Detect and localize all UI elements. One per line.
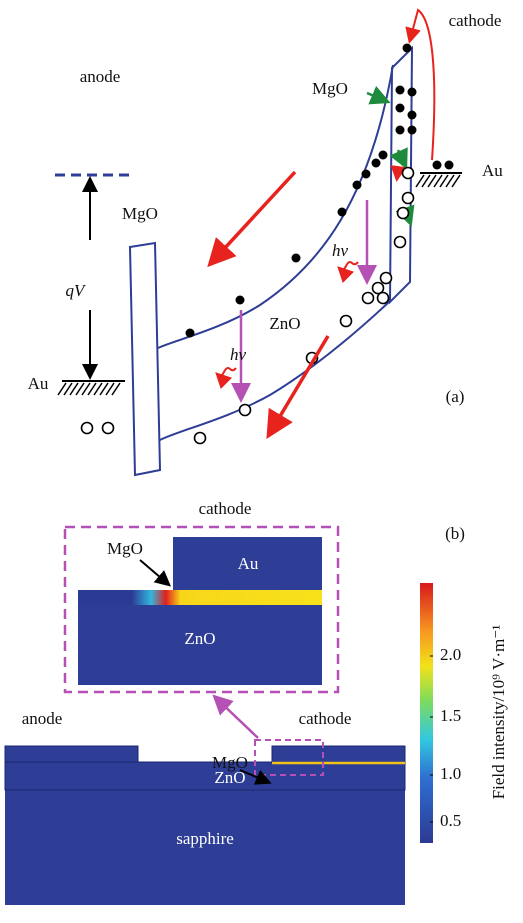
- hole: [378, 293, 389, 304]
- panel-label: (a): [446, 387, 465, 406]
- electron: [408, 88, 417, 97]
- electron: [362, 170, 371, 179]
- photon: [340, 262, 358, 270]
- electron: [292, 254, 301, 263]
- label: hν: [230, 345, 247, 364]
- zoom-arrow: [216, 698, 258, 738]
- flow-arrow: [270, 336, 328, 433]
- label: qV: [66, 281, 88, 300]
- electron: [396, 126, 405, 135]
- label: ZnO: [269, 314, 300, 333]
- electron: [433, 161, 442, 170]
- hole: [403, 168, 414, 179]
- label: sapphire: [176, 829, 234, 848]
- conduction-band: [158, 65, 393, 348]
- electron: [236, 296, 245, 305]
- figure: cathode anode MgO Au MgO qV hν hν ZnO Au…: [0, 0, 523, 923]
- electron: [408, 126, 417, 135]
- label: MgO: [122, 204, 158, 223]
- hole: [403, 193, 414, 204]
- mgo-barrier: [130, 243, 160, 475]
- photon: [218, 368, 236, 376]
- electron: [396, 104, 405, 113]
- hole: [240, 405, 251, 416]
- label: Au: [238, 554, 259, 573]
- electron: [408, 111, 417, 120]
- electron: [445, 161, 454, 170]
- electron: [186, 329, 195, 338]
- electron: [338, 208, 347, 217]
- colorbar-tick-label: 1.5: [440, 706, 461, 725]
- label: MgO: [107, 539, 143, 558]
- page: body { margin: 0; background: #fff; widt…: [0, 0, 523, 923]
- pointer: [140, 560, 168, 584]
- panel-label: (b): [445, 524, 465, 543]
- label: cathode: [299, 709, 352, 728]
- label: hν: [332, 241, 349, 260]
- label: MgO: [312, 79, 348, 98]
- pointer: [367, 93, 386, 101]
- label: anode: [22, 709, 63, 728]
- electron: [379, 151, 388, 160]
- electron: [396, 86, 405, 95]
- hole: [103, 423, 114, 434]
- electron: [353, 181, 362, 190]
- colorbar-tick-label: 2.0: [440, 645, 461, 664]
- page-body: {"panel_a": {"cathode": "cathode", "anod…: [0, 0, 523, 923]
- label: Au: [482, 161, 503, 180]
- label: Au: [28, 374, 49, 393]
- colorbar-tick-label: 1.0: [440, 764, 461, 783]
- zno-layer: [5, 762, 405, 790]
- hole: [398, 208, 409, 219]
- electron: [403, 44, 412, 53]
- electron-path: [410, 10, 434, 160]
- hole: [395, 237, 406, 248]
- label: cathode: [199, 499, 252, 518]
- electron: [372, 159, 381, 168]
- hole: [82, 423, 93, 434]
- label: ZnO: [184, 629, 215, 648]
- hole: [363, 293, 374, 304]
- flow-arrow: [212, 172, 295, 262]
- hole: [381, 273, 392, 284]
- cathode-electrode: [272, 746, 405, 762]
- colorbar-title: Field intensity/10⁹ V·m⁻¹: [489, 625, 508, 800]
- label: anode: [80, 67, 121, 86]
- colorbar: [420, 583, 433, 843]
- hole: [341, 316, 352, 327]
- hole: [195, 433, 206, 444]
- field-strip: [78, 590, 322, 605]
- colorbar-tick-label: 0.5: [440, 811, 461, 830]
- label: cathode: [449, 11, 502, 30]
- anode-electrode: [5, 746, 138, 762]
- label: ZnO: [214, 768, 245, 787]
